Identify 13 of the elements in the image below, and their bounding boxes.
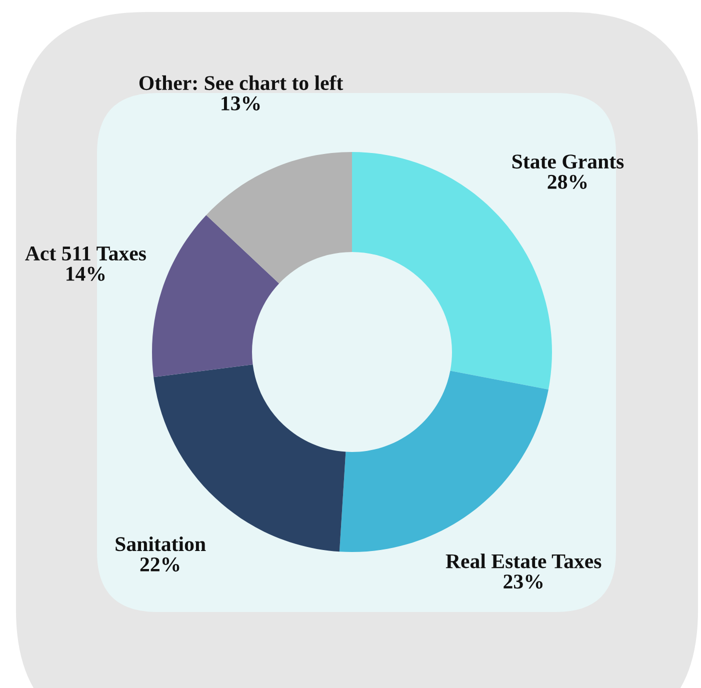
donut-slice	[152, 215, 280, 378]
slice-label: Other: See chart to left	[139, 75, 344, 90]
data-label: 23%	[504, 574, 542, 589]
slice-label: Sanitation	[116, 536, 206, 552]
data-label: 13%	[222, 96, 260, 110]
donut-slice	[206, 152, 352, 284]
slice-label: Act 511 Taxes	[25, 246, 146, 261]
donut-slice	[339, 370, 548, 552]
data-label: 22%	[140, 557, 180, 572]
slice-label: State Grants	[512, 154, 624, 169]
data-label: 28%	[548, 174, 587, 189]
data-label: 14%	[66, 266, 105, 281]
slice-label: Real Estate Taxes	[446, 554, 602, 568]
